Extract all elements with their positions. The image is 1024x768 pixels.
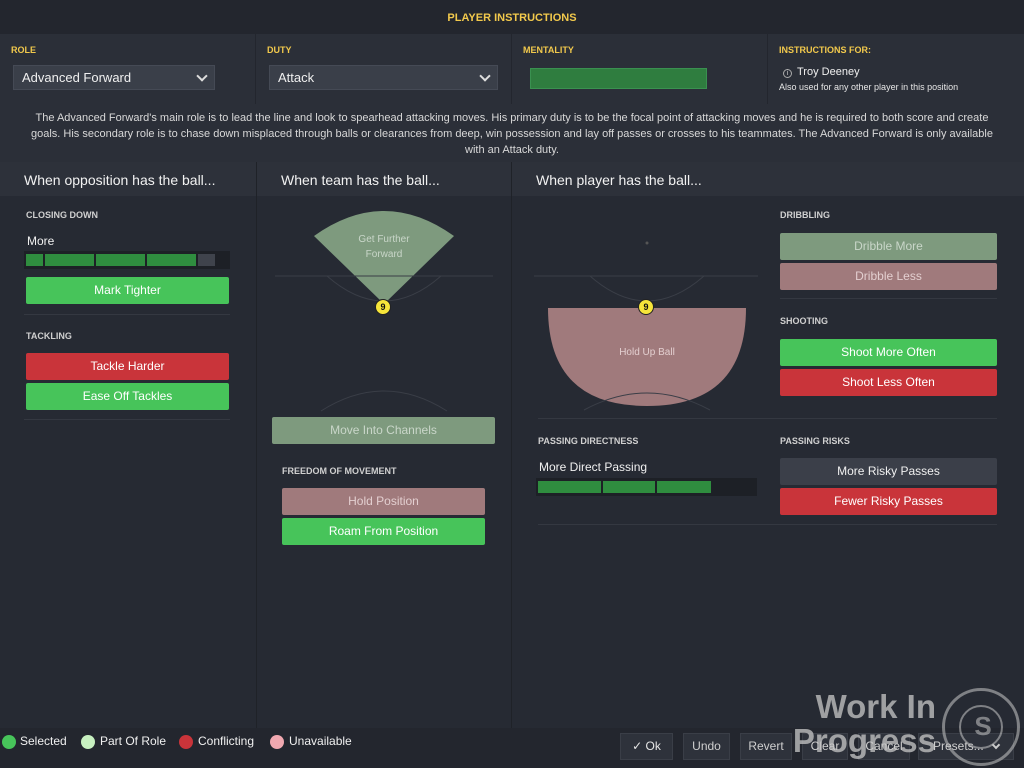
divider [780,298,997,299]
sports-interactive-seal: S [942,688,1020,766]
passing-directness-value: More Direct Passing [539,460,648,474]
chevron-down-icon [196,70,208,82]
slider-segment [657,481,711,493]
check-icon: ✓ [632,739,643,753]
closing-down-slider[interactable] [24,251,230,269]
roam-from-position-button[interactable]: Roam From Position [282,518,485,545]
instructions-for-cell: INSTRUCTIONS FOR: i Troy Deeney Also use… [768,34,1024,104]
hold-position-button[interactable]: Hold Position [282,488,485,515]
passing-directness-label: PASSING DIRECTNESS [538,436,639,446]
legend-unavailable: Unavailable [289,734,352,748]
divider [24,419,230,420]
slider-segment [147,254,196,266]
opposition-panel: When opposition has the ball... CLOSING … [0,162,256,728]
dribbling-label: DRIBBLING [780,210,830,220]
divider [538,418,997,419]
mark-tighter-button[interactable]: Mark Tighter [26,277,229,304]
cancel-button[interactable]: Cancel [858,733,910,760]
mentality-bar [530,68,707,89]
undo-button[interactable]: Undo [683,733,730,760]
revert-button[interactable]: Revert [740,733,792,760]
clear-button[interactable]: Clear [802,733,848,760]
footer-bar [0,728,1024,768]
also-used-note: Also used for any other player in this p… [779,82,959,92]
passing-directness-slider[interactable] [536,478,757,496]
hold-up-ball-label: Hold Up Ball [619,347,675,358]
role-description: The Advanced Forward's main role is to l… [0,104,1024,162]
player-heading: When player has the ball... [512,162,1024,196]
column-separator [511,162,512,728]
duty-cell: DUTY Attack [256,34,512,104]
info-icon[interactable]: i [783,69,792,78]
role-value: Advanced Forward [22,70,132,85]
title-bar [0,0,1024,34]
closing-down-value: More [27,234,55,248]
role-cell: ROLE Advanced Forward [0,34,256,104]
instructions-for-label: INSTRUCTIONS FOR: [779,45,871,55]
selected-legend-icon [2,735,16,749]
slider-segment [45,254,94,266]
shoot-more-often-button[interactable]: Shoot More Often [780,339,997,366]
player-marker[interactable]: 9 [375,299,391,315]
unavailable-legend-icon [270,735,284,749]
slider-segment [96,254,145,266]
role-label: ROLE [11,45,37,55]
player-name: Troy Deeney [797,66,860,78]
divider [538,524,997,525]
ok-button[interactable]: ✓ Ok [620,733,673,760]
dribble-more-button[interactable]: Dribble More [780,233,997,260]
legend-conflicting: Conflicting [198,734,255,748]
conflicting-legend-icon [179,735,193,749]
team-panel: When team has the ball... Get Further Fo… [257,162,511,728]
more-risky-passes-button[interactable]: More Risky Passes [780,458,997,485]
ease-off-tackles-button[interactable]: Ease Off Tackles [26,383,229,410]
tackling-label: TACKLING [26,331,72,341]
opposition-heading: When opposition has the ball... [0,162,256,196]
slider-segment [198,254,215,266]
duty-select[interactable]: Attack [269,65,498,90]
passing-risks-label: PASSING RISKS [780,436,850,446]
page-title: PLAYER INSTRUCTIONS [447,12,577,24]
dribble-less-button[interactable]: Dribble Less [780,263,997,290]
freedom-of-movement-label: FREEDOM OF MOVEMENT [282,466,397,476]
hold-up-ball-zone[interactable] [548,308,746,406]
slider-segment [538,481,601,493]
mentality-cell: MENTALITY [512,34,768,104]
get-further-forward-zone[interactable] [314,211,454,304]
legend-part-of-role: Part Of Role [100,734,167,748]
shooting-label: SHOOTING [780,316,829,326]
chevron-down-icon [479,70,491,82]
get-further-forward-label: Get Further Forward [358,234,410,260]
player-panel: When player has the ball... Hold Up Ball… [512,162,1024,728]
team-heading: When team has the ball... [257,162,511,196]
duty-value: Attack [278,70,315,85]
closing-down-label: CLOSING DOWN [26,210,98,220]
duty-label: DUTY [267,45,292,55]
move-into-channels-button[interactable]: Move Into Channels [272,417,495,444]
role-select[interactable]: Advanced Forward [13,65,215,90]
legend-selected: Selected [20,734,67,748]
slider-segment [26,254,43,266]
part-of-role-legend-icon [81,735,95,749]
tackle-harder-button[interactable]: Tackle Harder [26,353,229,380]
player-marker[interactable]: 9 [638,299,654,315]
work-in-progress-watermark: Work In Progress [792,688,936,759]
mentality-label: MENTALITY [523,45,574,55]
shoot-less-often-button[interactable]: Shoot Less Often [780,369,997,396]
divider [24,314,230,315]
player-info: i Troy Deeney Also used for any other pl… [779,34,1019,104]
slider-segment [603,481,655,493]
column-separator [256,162,257,728]
fewer-risky-passes-button[interactable]: Fewer Risky Passes [780,488,997,515]
